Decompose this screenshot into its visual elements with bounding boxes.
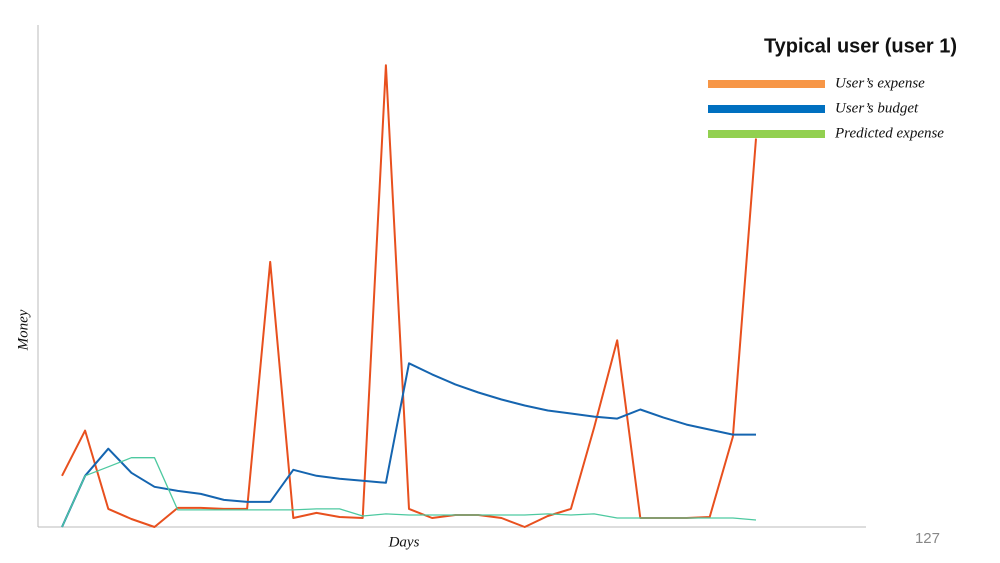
y-axis-label: Money (15, 309, 31, 351)
x-axis-label: Days (388, 534, 420, 550)
series-line (61, 457, 757, 528)
legend-label: User’s expense (835, 75, 925, 91)
legend-swatch (708, 105, 825, 113)
legend-title: Typical user (user 1) (764, 35, 957, 57)
legend-swatch (708, 80, 825, 88)
legend-swatch (708, 130, 825, 138)
page-number: 127 (915, 530, 940, 547)
legend-label: User’s budget (835, 100, 919, 116)
series-line (61, 362, 756, 528)
legend-label: Predicted expense (834, 125, 944, 141)
series-line (61, 64, 757, 528)
